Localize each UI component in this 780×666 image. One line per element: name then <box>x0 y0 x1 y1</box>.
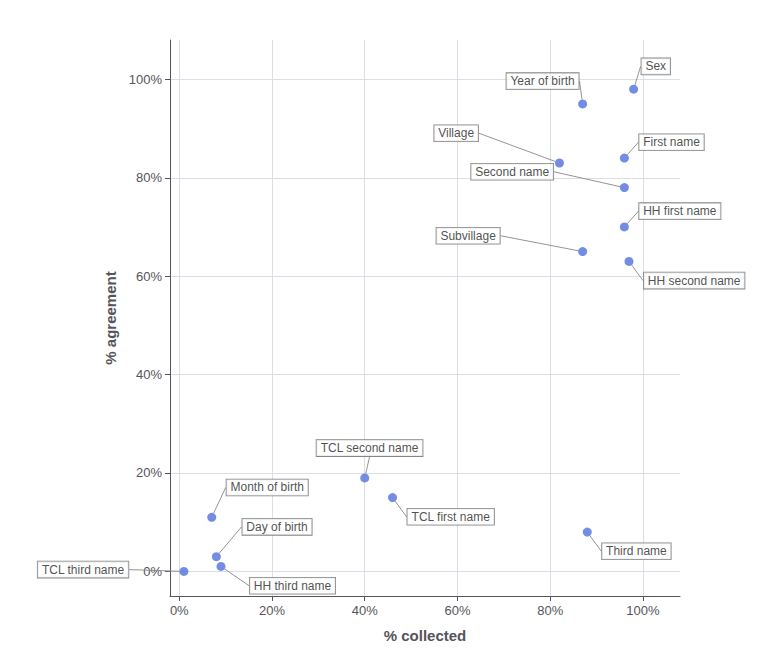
svg-text:HH second name: HH second name <box>648 274 741 288</box>
svg-text:Day of birth: Day of birth <box>246 520 307 534</box>
svg-text:80%: 80% <box>537 603 563 618</box>
svg-text:Third name: Third name <box>606 544 667 558</box>
svg-text:TCL third name: TCL third name <box>42 563 125 577</box>
svg-text:Sex: Sex <box>645 59 666 73</box>
svg-text:First name: First name <box>643 135 700 149</box>
svg-text:0%: 0% <box>143 564 162 579</box>
svg-text:20%: 20% <box>259 603 285 618</box>
svg-text:Year of birth: Year of birth <box>510 74 574 88</box>
svg-text:Subvillage: Subvillage <box>440 229 496 243</box>
svg-text:Second name: Second name <box>475 165 549 179</box>
svg-text:40%: 40% <box>136 367 162 382</box>
svg-text:Month of birth: Month of birth <box>231 480 304 494</box>
svg-text:TCL first name: TCL first name <box>412 510 491 524</box>
svg-text:80%: 80% <box>136 170 162 185</box>
svg-text:100%: 100% <box>129 72 163 87</box>
svg-text:100%: 100% <box>626 603 660 618</box>
svg-text:60%: 60% <box>136 269 162 284</box>
svg-text:TCL second name: TCL second name <box>321 441 419 455</box>
svg-text:0%: 0% <box>170 603 189 618</box>
svg-text:Village: Village <box>438 126 474 140</box>
svg-text:40%: 40% <box>352 603 378 618</box>
svg-text:% collected: % collected <box>384 627 467 644</box>
svg-text:60%: 60% <box>444 603 470 618</box>
svg-text:HH third name: HH third name <box>254 579 332 593</box>
svg-text:HH first name: HH first name <box>643 204 717 218</box>
svg-text:% agreement: % agreement <box>102 271 119 364</box>
svg-text:20%: 20% <box>136 465 162 480</box>
